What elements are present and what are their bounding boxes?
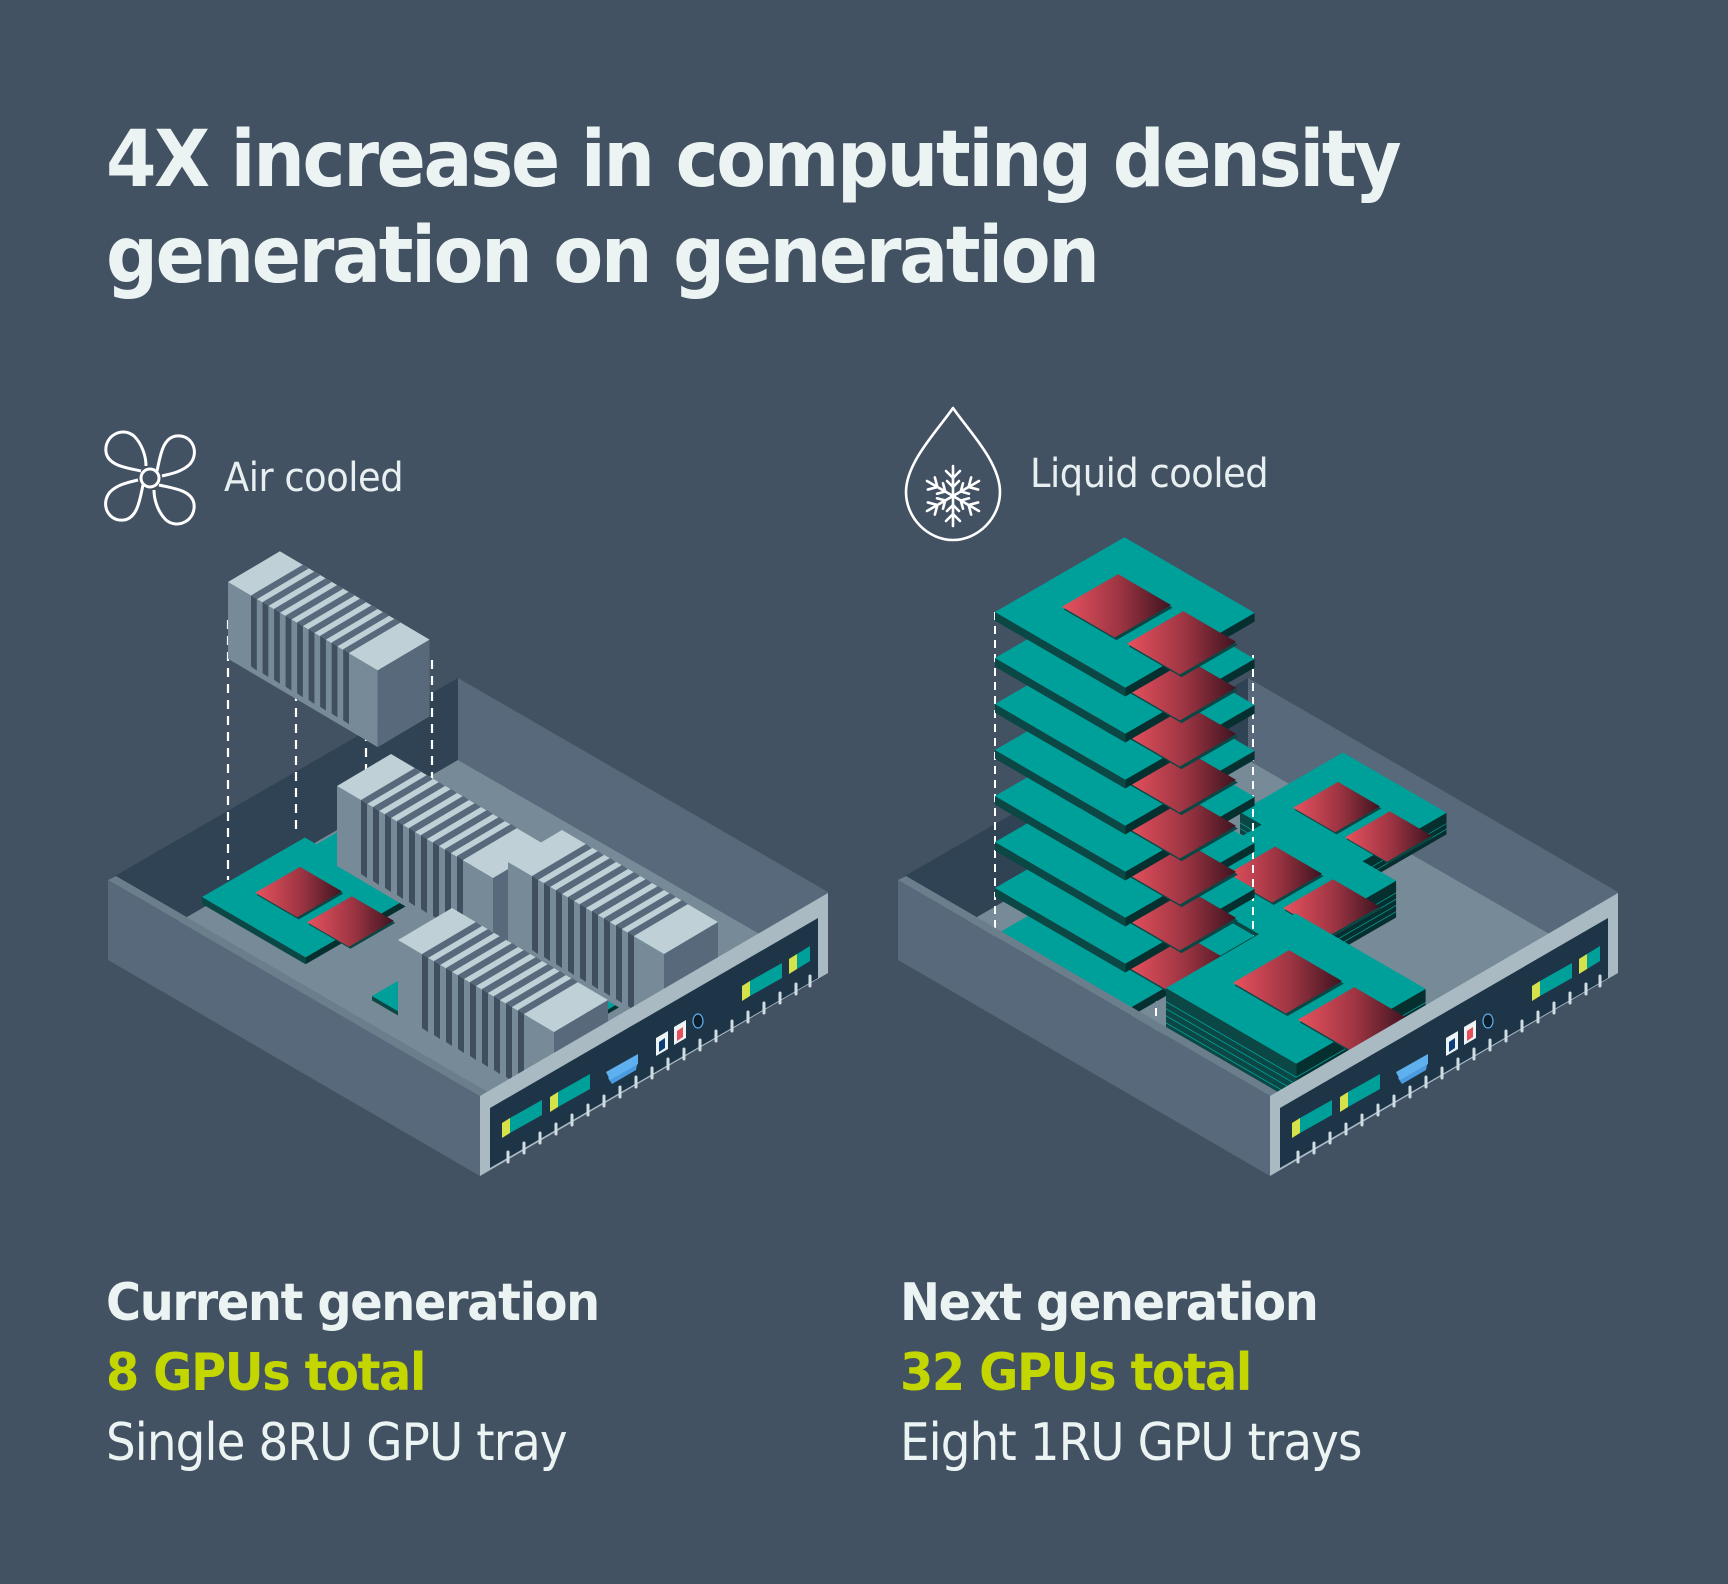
liquid-cooled-label: Liquid cooled <box>900 404 1289 544</box>
current-generation-caption: Current generation 8 GPUs total Single 8… <box>106 1268 642 1478</box>
snowflake-droplet-icon <box>904 406 1002 542</box>
floating-heatsink <box>228 551 430 748</box>
next-tray-description: Eight 1RU GPU trays <box>900 1413 1362 1473</box>
liquid-cooled-text: Liquid cooled <box>1030 451 1269 497</box>
air-cooled-text: Air cooled <box>224 455 404 501</box>
exploded-tray-stack <box>994 537 1255 1070</box>
liquid-cooled-server <box>898 537 1618 1176</box>
air-cooled-label: Air cooled <box>98 426 419 530</box>
title-line-1: 4X increase in computing density <box>106 115 1402 205</box>
title-line-2: generation on generation <box>106 211 1100 301</box>
current-tray-description: Single 8RU GPU tray <box>106 1413 568 1473</box>
next-generation-heading: Next generation <box>900 1273 1319 1333</box>
air-cooled-server <box>108 551 828 1176</box>
page-title: 4X increase in computing density generat… <box>106 112 1402 304</box>
fan-icon <box>104 430 196 526</box>
next-generation-caption: Next generation 32 GPUs total Eight 1RU … <box>900 1268 1413 1478</box>
current-gpu-count: 8 GPUs total <box>106 1343 426 1403</box>
next-gpu-count: 32 GPUs total <box>900 1343 1252 1403</box>
current-generation-heading: Current generation <box>106 1273 600 1333</box>
